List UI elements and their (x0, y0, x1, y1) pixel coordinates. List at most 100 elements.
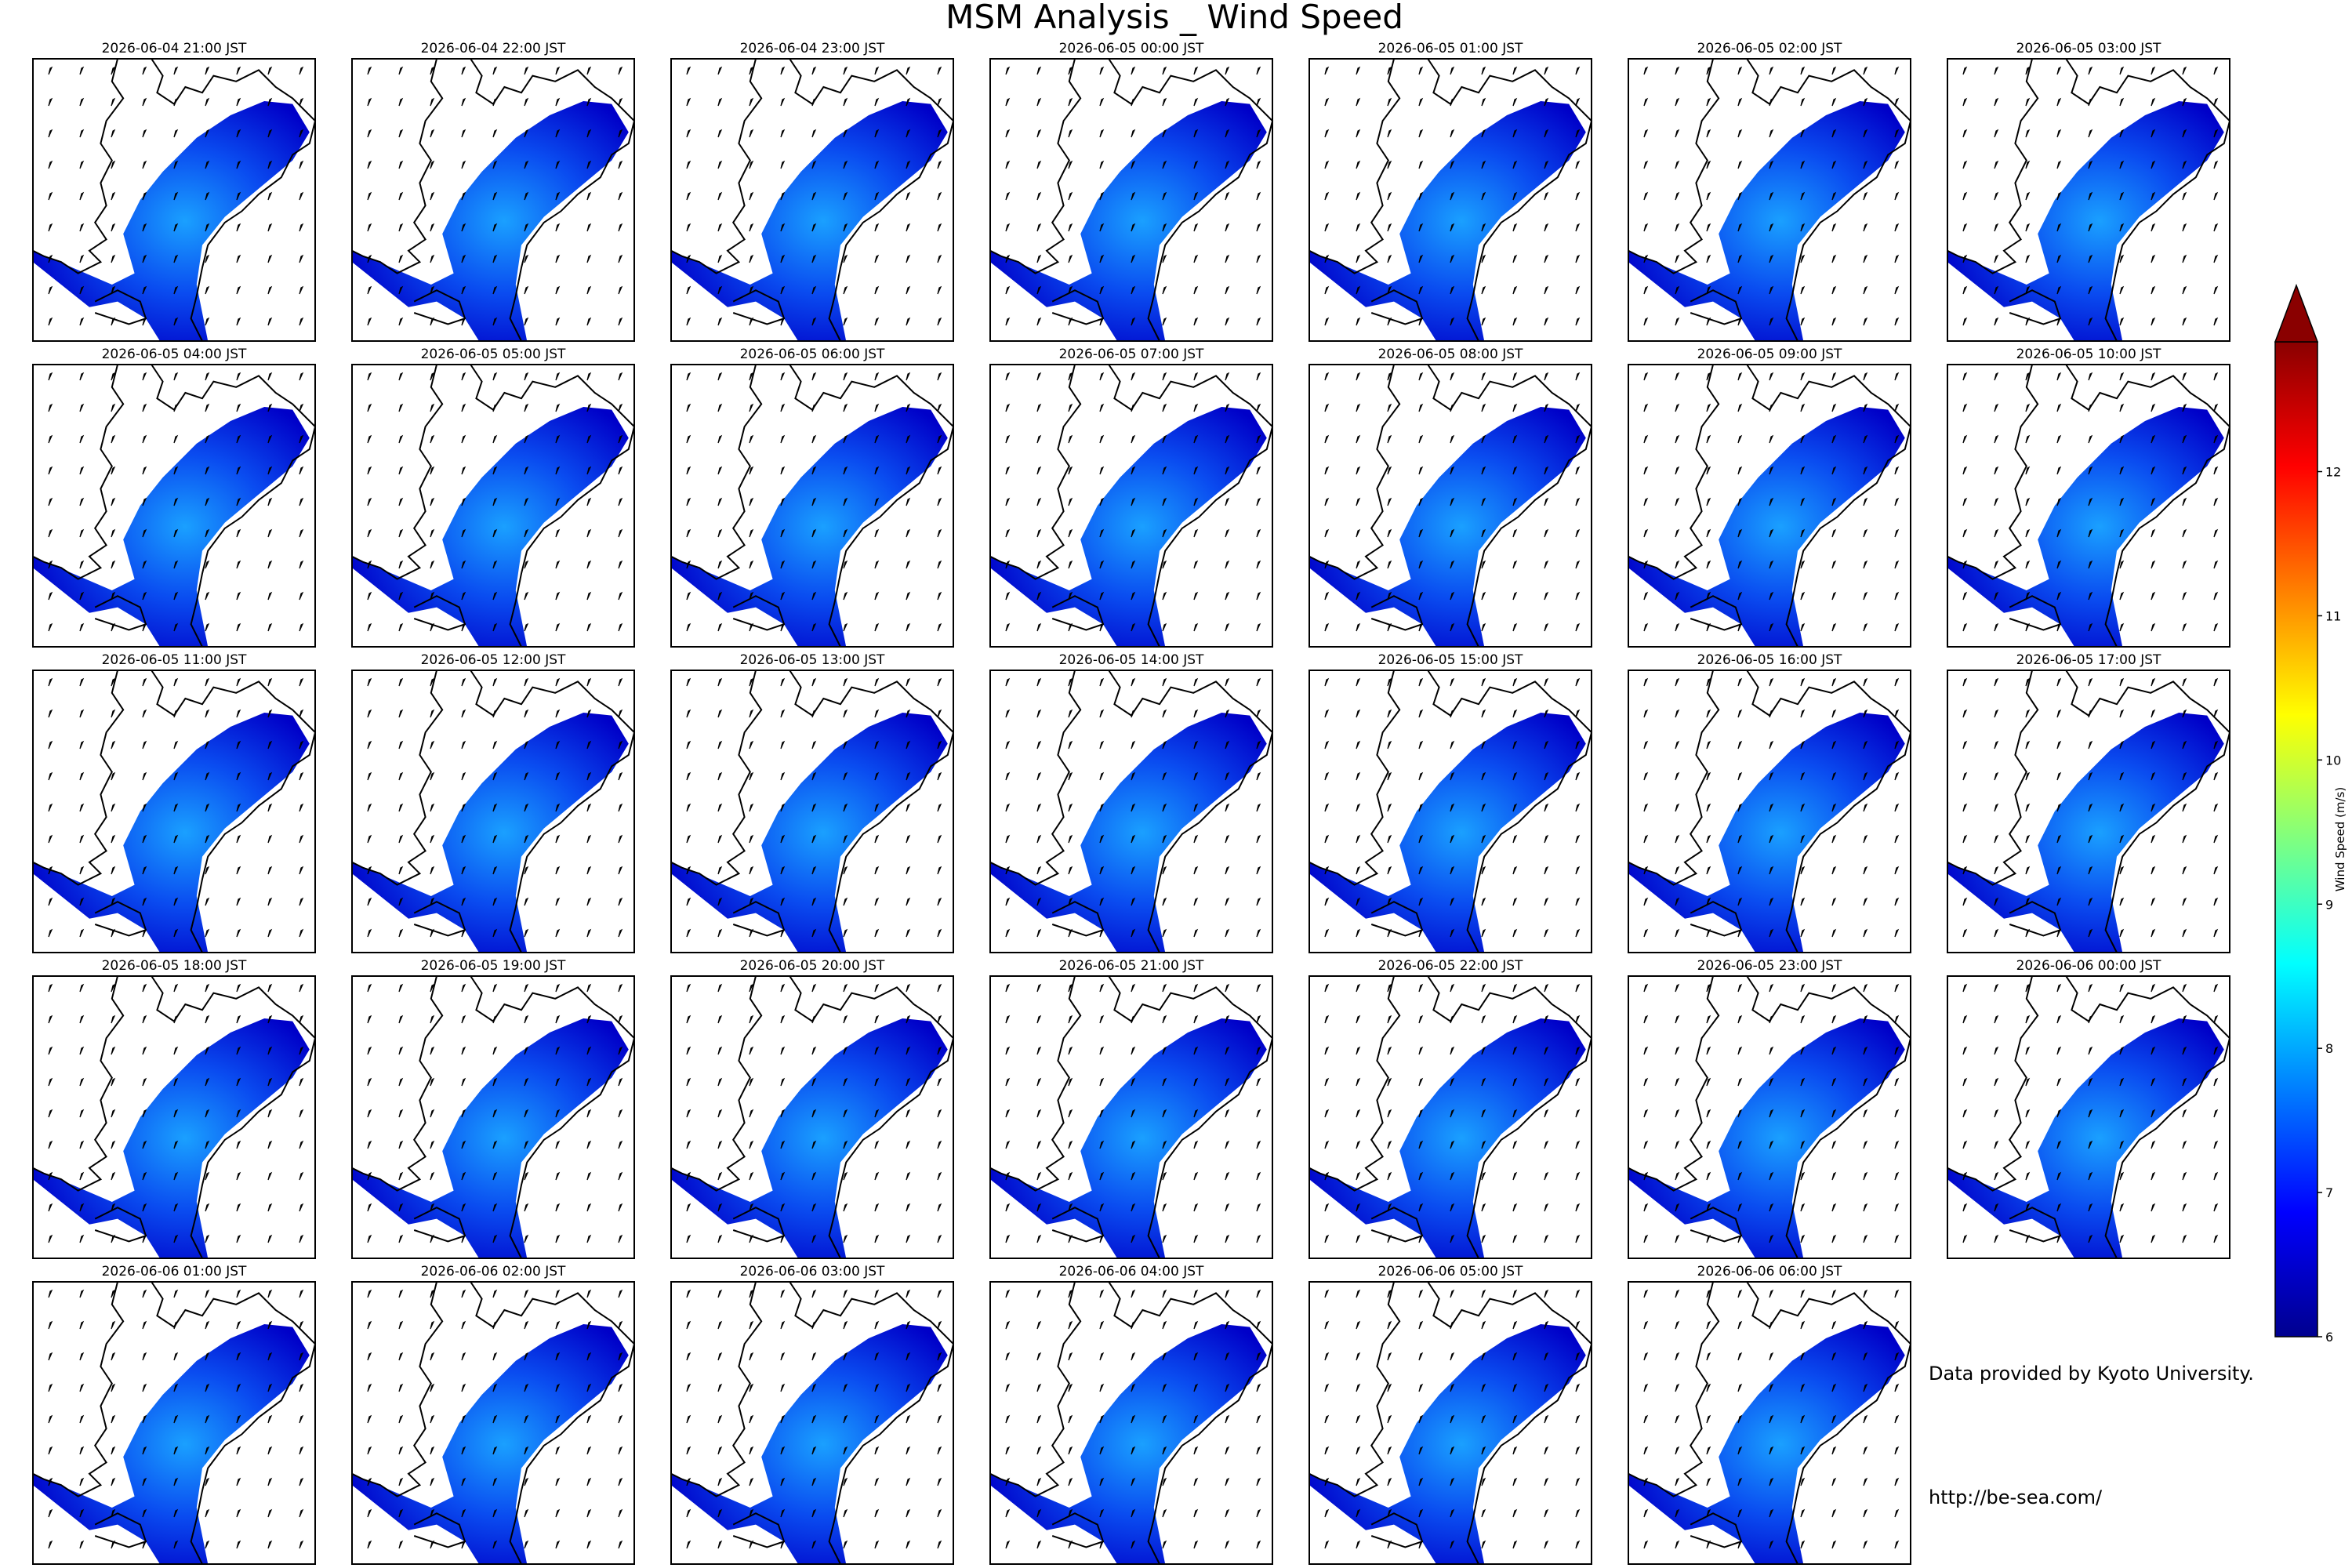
wind-arrow (205, 771, 210, 781)
wind-arrow (111, 560, 116, 569)
wind-arrow (1162, 191, 1167, 201)
wind-arrow (1162, 66, 1167, 75)
wind-arrow (618, 223, 623, 232)
wind-arrow (618, 434, 623, 444)
wind-arrow (2056, 372, 2062, 381)
wind-arrow (1544, 434, 1549, 444)
wind-arrow (1256, 129, 1261, 138)
wind-arrow (398, 1109, 404, 1118)
wind-arrow (749, 497, 754, 506)
wind-arrow (2151, 560, 2156, 569)
wind-arrow (1962, 1109, 1968, 1118)
wind-arrow (937, 1383, 942, 1392)
wind-arrow (1387, 372, 1392, 381)
wind-arrow (717, 983, 723, 993)
wind-arrow (1706, 591, 1711, 601)
wind-arrow (1575, 97, 1581, 107)
wind-arrow (906, 129, 911, 138)
panel-title: 2026-06-04 23:00 JST (740, 41, 885, 56)
wind-arrow (2119, 466, 2125, 475)
wind-arrow (586, 803, 592, 812)
wind-arrow (1894, 1508, 1900, 1518)
wind-arrow (367, 740, 372, 750)
wind-arrow (1387, 1508, 1392, 1518)
wind-arrow (1575, 497, 1581, 506)
wind-arrow (1356, 803, 1361, 812)
wind-arrow (79, 372, 85, 381)
wind-arrow (1418, 129, 1424, 138)
wind-arrow (1324, 1446, 1330, 1455)
wind-arrow (1005, 709, 1011, 718)
wind-arrow (1544, 677, 1549, 687)
wind-arrow (780, 66, 786, 75)
wind-arrow (555, 622, 561, 632)
wind-arrow (686, 983, 691, 993)
wind-arrow (1643, 1289, 1649, 1298)
wind-arrow (1387, 591, 1392, 601)
wind-arrow (1737, 1540, 1743, 1549)
wind-arrow (2056, 254, 2062, 263)
wind-arrow (1863, 403, 1868, 412)
wind-arrow (2025, 1140, 2031, 1149)
wind-arrow (1068, 66, 1073, 75)
wind-arrow (430, 1203, 435, 1212)
wind-arrow (1162, 1171, 1167, 1181)
wind-arrow (1863, 983, 1868, 993)
wind-arrow (1737, 677, 1743, 687)
wind-arrow (843, 897, 848, 906)
wind-arrow (367, 1203, 372, 1212)
wind-arrow (686, 1046, 691, 1055)
wind-arrow (1544, 372, 1549, 381)
wind-arrow (586, 1171, 592, 1181)
wind-arrow (236, 677, 241, 687)
wind-arrow (1099, 97, 1105, 107)
wind-arrow (618, 622, 623, 632)
panel-border (1308, 670, 1592, 953)
wind-arrow (492, 129, 498, 138)
wind-arrow (1005, 1109, 1011, 1118)
wind-arrow (1544, 771, 1549, 781)
wind-arrow (1481, 709, 1486, 718)
wind-arrow (1099, 466, 1105, 475)
wind-arrow (2088, 528, 2093, 538)
wind-arrow (1831, 1046, 1837, 1055)
coastline (989, 670, 1082, 886)
wind-arrow (79, 622, 85, 632)
wind-arrow (1962, 254, 1968, 263)
wind-arrow (1099, 254, 1105, 263)
wind-arrow (1769, 1014, 1774, 1024)
wind-arrow (111, 466, 116, 475)
wind-arrow (524, 740, 529, 750)
panel-title: 2026-06-05 08:00 JST (1378, 347, 1523, 362)
wind-arrow (1512, 434, 1518, 444)
wind-arrow (555, 317, 561, 326)
wind-arrow (1894, 1046, 1900, 1055)
wind-arrow (1450, 771, 1455, 781)
wind-arrow (1706, 1140, 1711, 1149)
wind-arrow (142, 709, 147, 718)
wind-arrow (1675, 1046, 1680, 1055)
wind-arrow (1099, 403, 1105, 412)
wind-arrow (843, 677, 848, 687)
wind-arrow (1831, 528, 1837, 538)
coastline (989, 975, 1082, 1192)
wind-arrow (2213, 66, 2219, 75)
wind-arrow (2182, 677, 2187, 687)
wind-arrow (524, 66, 529, 75)
coastline (32, 670, 125, 886)
panel-title: 2026-06-05 10:00 JST (2016, 347, 2161, 362)
wind-arrow (1800, 834, 1806, 844)
wind-arrow (524, 528, 529, 538)
wind-arrow (586, 866, 592, 875)
wind-arrow (811, 466, 817, 475)
wind-arrow (1831, 1234, 1837, 1243)
wind-arrow (2088, 434, 2093, 444)
wind-arrow (142, 1014, 147, 1024)
wind-arrow (555, 1109, 561, 1118)
wind-arrow (142, 771, 147, 781)
wind-arrow (618, 771, 623, 781)
wind-arrow (1800, 1140, 1806, 1149)
coastline (1947, 364, 2039, 580)
wind-arrow (937, 1171, 942, 1181)
coastline (351, 1281, 444, 1497)
